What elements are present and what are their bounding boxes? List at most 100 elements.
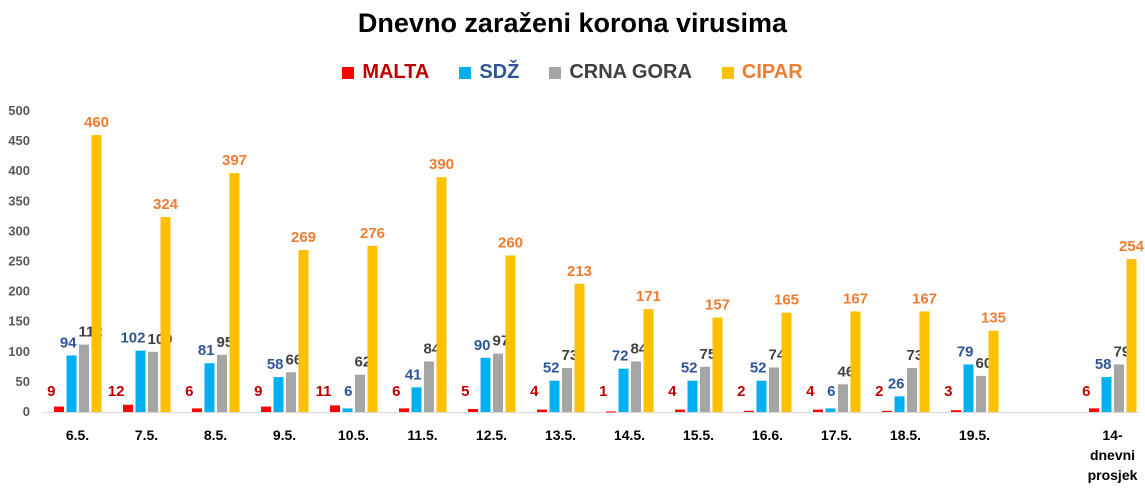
bar-malta [123, 404, 133, 412]
data-label: 213 [567, 263, 592, 280]
bar-cipar [229, 173, 240, 412]
x-tick-label: 18.5. [890, 427, 921, 443]
bar-crna-gora [562, 368, 572, 412]
bar-malta [951, 410, 961, 412]
data-label: 171 [636, 288, 661, 305]
data-label: 75 [700, 346, 717, 363]
bar-cipar [919, 311, 930, 412]
x-tick-label: 14- [1102, 427, 1123, 443]
bar-malta [399, 408, 409, 412]
bar-sdž [825, 408, 836, 412]
bar-cipar [1126, 259, 1137, 412]
bar-sdž [894, 396, 905, 412]
data-label: 102 [120, 330, 145, 347]
bar-sdž [480, 357, 491, 412]
y-tick-label: 150 [8, 314, 30, 329]
data-label: 79 [957, 343, 974, 360]
bar-crna-gora [79, 344, 89, 412]
legend-swatch [342, 66, 355, 79]
bar-cipar [436, 177, 447, 412]
x-tick-label: 15.5. [683, 427, 714, 443]
bar-sdž [411, 387, 422, 412]
data-label: 6 [185, 383, 193, 400]
x-tick-label: 10.5. [338, 427, 369, 443]
bar-cipar [988, 330, 999, 412]
data-label: 52 [750, 360, 767, 377]
bar-malta [1089, 408, 1099, 412]
data-label: 72 [612, 348, 629, 365]
bar-crna-gora [838, 384, 848, 412]
bar-crna-gora [217, 354, 227, 412]
data-label: 62 [355, 354, 372, 371]
data-label: 3 [944, 383, 952, 400]
data-label: 60 [976, 355, 993, 372]
data-label: 9 [254, 383, 262, 400]
y-tick-label: 500 [8, 103, 30, 118]
data-label: 79 [1114, 343, 1131, 360]
y-tick-label: 450 [8, 133, 30, 148]
bar-sdž [204, 363, 215, 412]
bar-cipar [574, 283, 585, 412]
data-label: 276 [360, 225, 385, 242]
y-tick-label: 100 [8, 344, 30, 359]
legend-label: SDŽ [479, 61, 520, 83]
bar-sdž [66, 355, 77, 412]
x-tick-label: 11.5. [407, 427, 437, 443]
legend: MALTA SDŽ CRNA GORA CIPAR [0, 61, 1145, 84]
bar-sdž [135, 350, 146, 412]
bar-cipar [643, 309, 654, 412]
data-label: 167 [843, 290, 868, 307]
y-tick-label: 300 [8, 223, 30, 238]
data-label: 4 [806, 383, 815, 400]
bar-crna-gora [493, 353, 503, 412]
bar-sdž [273, 377, 284, 412]
bar-cipar [850, 311, 861, 412]
legend-swatch [721, 66, 734, 79]
bar-cipar [160, 216, 171, 412]
bar-crna-gora [631, 361, 641, 412]
data-label: 81 [198, 342, 215, 359]
data-label: 52 [543, 360, 560, 377]
legend-item: MALTA [342, 61, 429, 84]
x-tick-label: 13.5. [545, 427, 576, 443]
legend-item: SDŽ [459, 61, 519, 84]
data-label: 4 [668, 383, 677, 400]
bar-malta [54, 406, 64, 412]
bar-crna-gora [148, 351, 158, 412]
x-tick-label: 9.5. [273, 427, 296, 443]
bar-malta [468, 408, 478, 412]
bar-malta [882, 410, 892, 412]
bar-cipar [712, 317, 723, 412]
data-label: 94 [60, 334, 77, 351]
bar-crna-gora [700, 366, 710, 412]
y-tick-label: 400 [8, 163, 30, 178]
data-label: 2 [737, 383, 745, 400]
x-tick-label: 6.5. [66, 427, 89, 443]
bar-cipar [298, 250, 309, 412]
data-label: 73 [562, 347, 579, 364]
legend-swatch [459, 66, 472, 79]
bar-sdž [549, 380, 560, 412]
data-label: 260 [498, 234, 523, 251]
y-tick-label: 350 [8, 193, 30, 208]
data-label: 97 [493, 333, 510, 350]
legend-label: CRNA GORA [569, 61, 692, 83]
bar-malta [192, 408, 202, 412]
bar-cipar [781, 312, 792, 412]
bar-sdž [963, 364, 974, 412]
x-tick-label: 19.5. [959, 427, 990, 443]
bar-sdž [618, 368, 629, 412]
data-label: 157 [705, 296, 730, 313]
data-label: 66 [286, 351, 303, 368]
bar-sdž [756, 380, 767, 412]
data-label: 2 [875, 383, 883, 400]
bar-malta [330, 405, 340, 412]
data-label: 269 [291, 229, 316, 246]
data-label: 460 [84, 114, 109, 131]
bar-malta [813, 409, 823, 412]
data-label: 135 [981, 310, 1006, 327]
x-tick-label: 14.5. [614, 427, 645, 443]
data-label: 5 [461, 383, 469, 400]
